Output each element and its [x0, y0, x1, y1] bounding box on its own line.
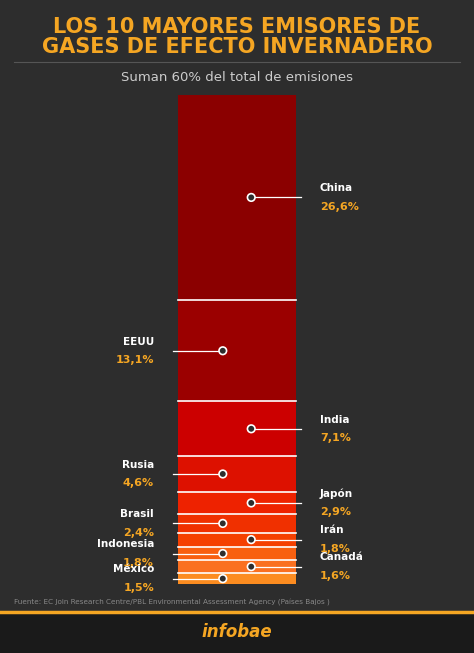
Bar [178, 533, 296, 547]
Text: India: India [320, 415, 349, 424]
Bar [178, 514, 296, 533]
Text: China: China [320, 183, 353, 193]
Text: México: México [113, 564, 154, 575]
Ellipse shape [247, 425, 255, 432]
Text: Brasil: Brasil [120, 509, 154, 519]
Text: Suman 60% del total de emisiones: Suman 60% del total de emisiones [121, 71, 353, 84]
Bar [178, 300, 296, 402]
Bar [178, 402, 296, 456]
Bar [178, 456, 296, 492]
Text: 13,1%: 13,1% [116, 355, 154, 365]
Text: 4,6%: 4,6% [123, 478, 154, 488]
Bar [178, 547, 296, 560]
Text: Fuente: EC Join Research Centre/PBL Environmental Assessment Agency (Países Bajo: Fuente: EC Join Research Centre/PBL Envi… [14, 599, 330, 605]
Text: LOS 10 MAYORES EMISORES DE: LOS 10 MAYORES EMISORES DE [54, 18, 420, 37]
Bar [178, 573, 296, 584]
Text: Indonesia: Indonesia [97, 539, 154, 549]
Text: 1,8%: 1,8% [320, 544, 351, 554]
Text: 26,6%: 26,6% [320, 202, 359, 212]
Ellipse shape [247, 194, 255, 201]
Bar [178, 560, 296, 573]
Bar [178, 95, 296, 300]
Ellipse shape [247, 536, 255, 543]
Text: EEUU: EEUU [123, 336, 154, 347]
Ellipse shape [219, 470, 227, 478]
Ellipse shape [219, 347, 227, 355]
Text: 2,9%: 2,9% [320, 507, 351, 517]
Text: 1,8%: 1,8% [123, 558, 154, 567]
Text: Japón: Japón [320, 488, 353, 499]
Text: 7,1%: 7,1% [320, 433, 351, 443]
Text: Rusia: Rusia [122, 460, 154, 470]
Bar [178, 492, 296, 514]
Text: 1,5%: 1,5% [123, 583, 154, 593]
Text: GASES DE EFECTO INVERNADERO: GASES DE EFECTO INVERNADERO [42, 37, 432, 57]
Ellipse shape [219, 575, 227, 582]
Text: 1,6%: 1,6% [320, 571, 351, 581]
Text: infobae: infobae [202, 623, 272, 641]
Ellipse shape [247, 499, 255, 507]
Text: 2,4%: 2,4% [123, 528, 154, 537]
Ellipse shape [219, 550, 227, 557]
Text: Irán: Irán [320, 526, 344, 535]
Text: Canadá: Canadá [320, 552, 364, 562]
Ellipse shape [219, 520, 227, 527]
Ellipse shape [247, 563, 255, 571]
Bar [0, 612, 474, 653]
